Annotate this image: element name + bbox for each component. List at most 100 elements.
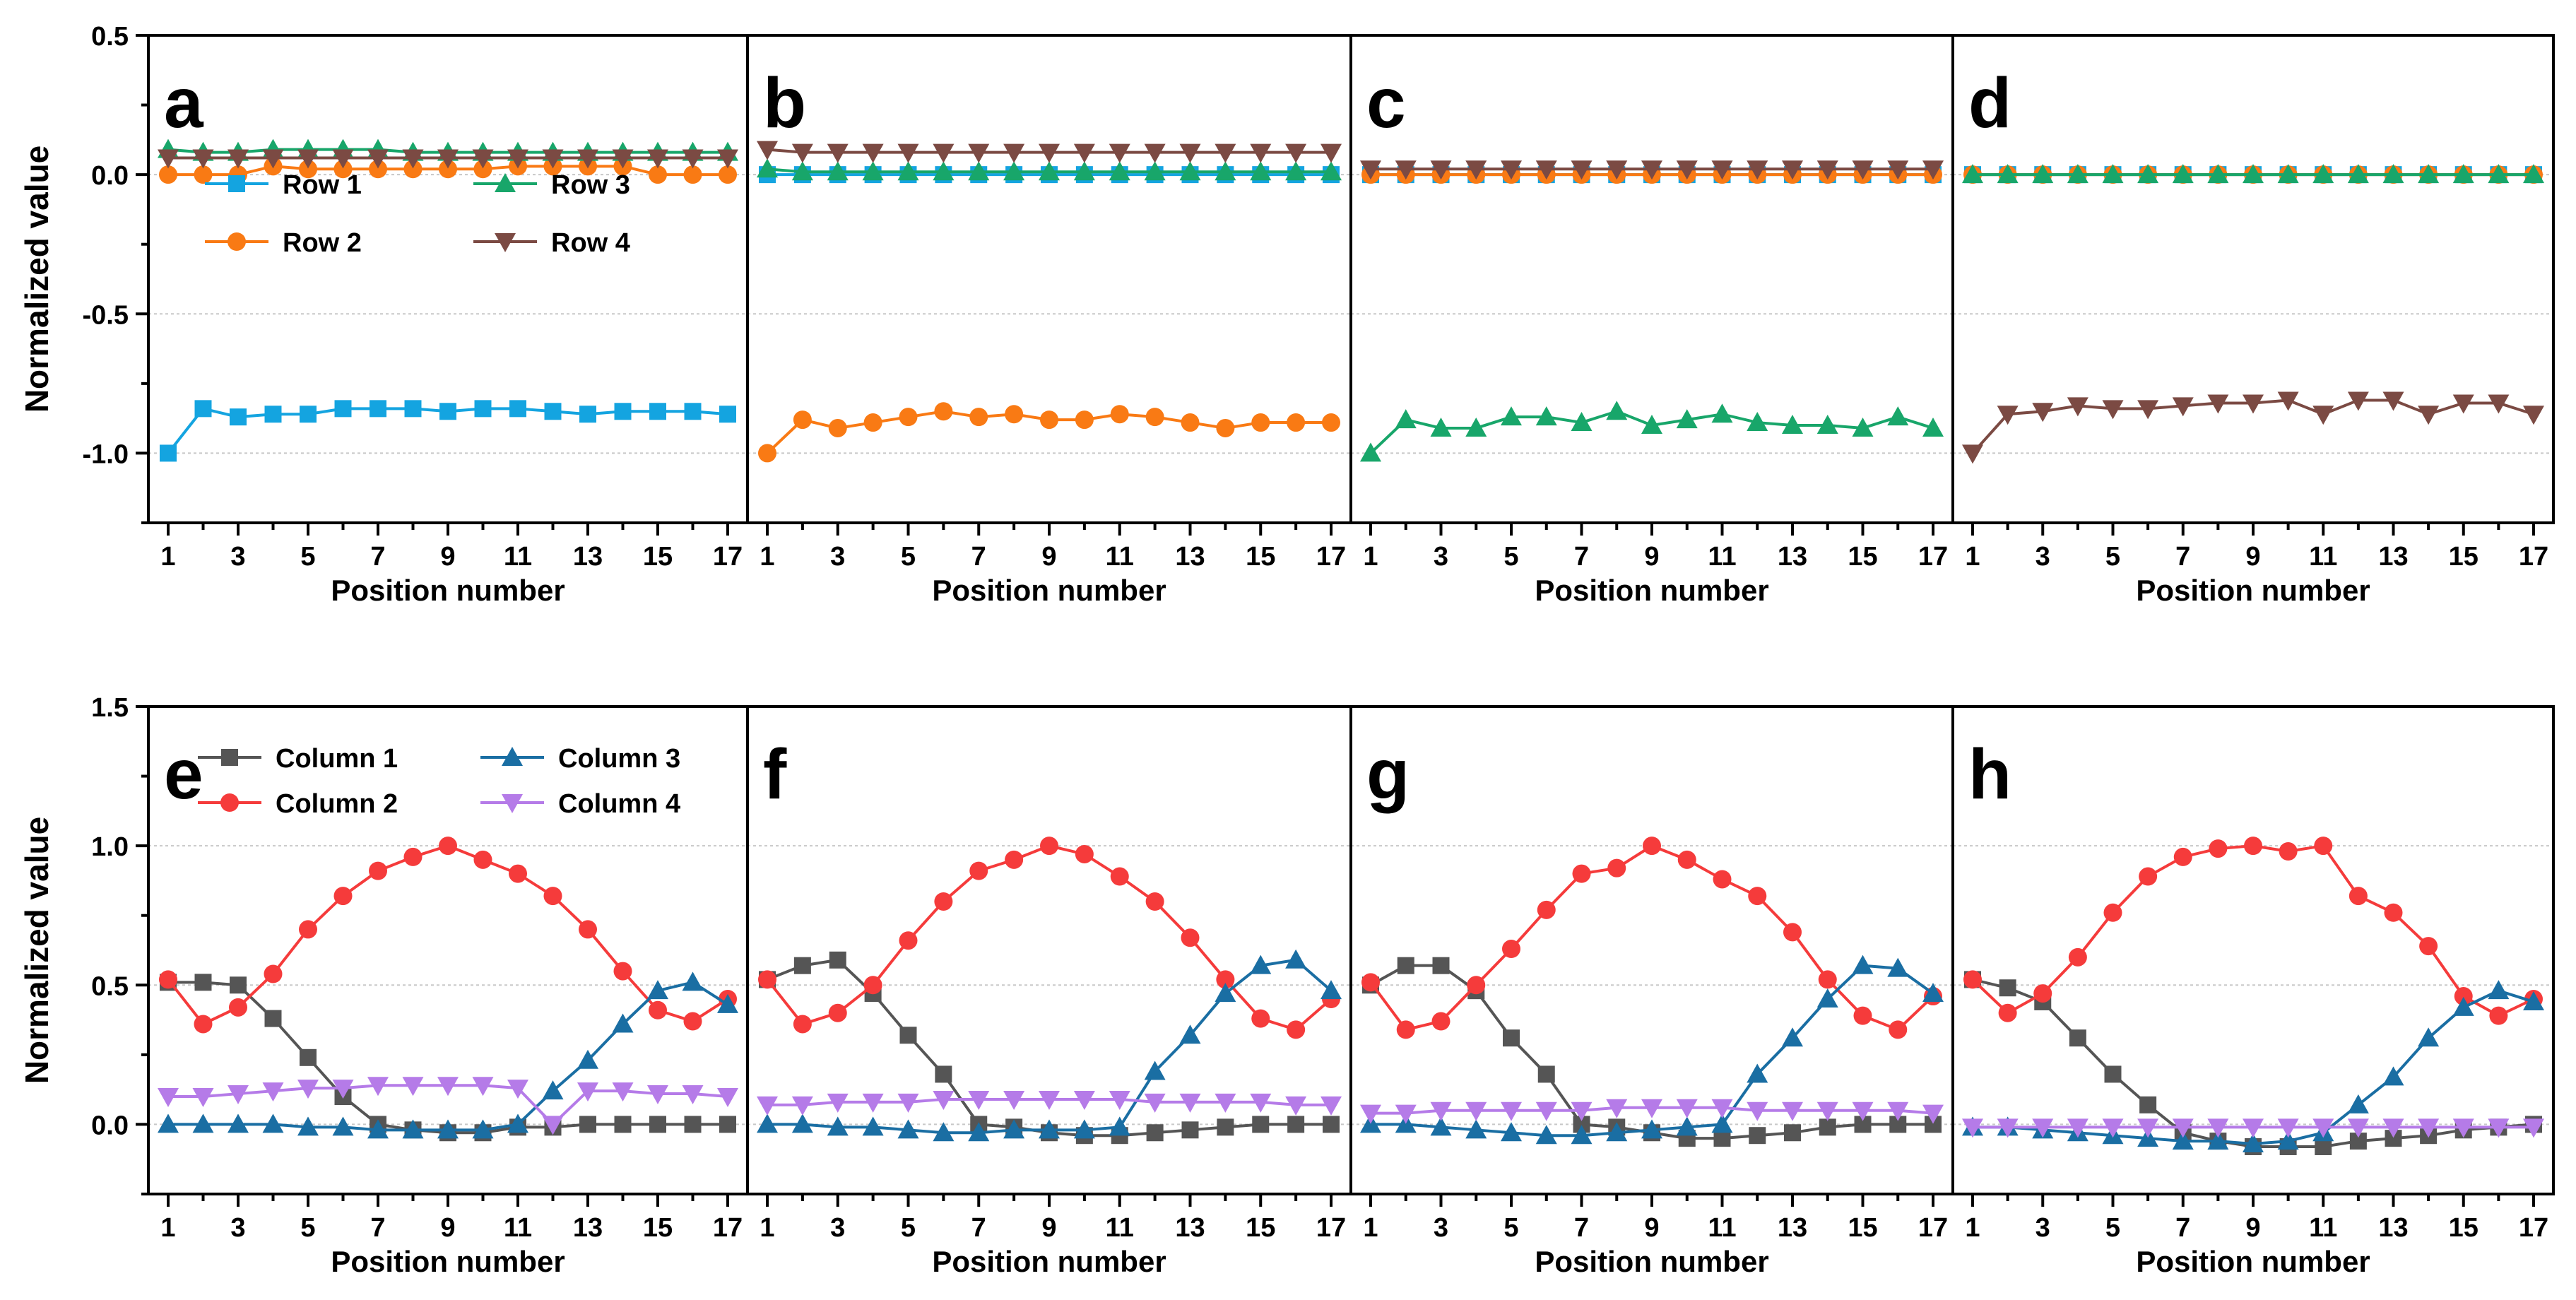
series-row-4 [757, 141, 1342, 163]
x-axis-label: Position number [1535, 574, 1768, 607]
legend-marker [495, 233, 516, 252]
data-point [192, 149, 214, 169]
data-point [2244, 837, 2262, 856]
data-point [1676, 1099, 1698, 1118]
x-tick-label: 11 [1106, 1213, 1134, 1243]
data-point [402, 149, 424, 169]
data-point [2348, 887, 2368, 906]
data-point [2207, 1130, 2229, 1150]
data-point [1922, 160, 1944, 180]
series-row-2 [159, 157, 737, 184]
x-tick-label: 9 [440, 542, 455, 572]
series-column-2 [1361, 837, 1942, 1039]
y-tick-label: 0.5 [91, 971, 129, 1001]
data-point [1073, 1119, 1095, 1139]
data-point [229, 998, 247, 1017]
data-point [2243, 394, 2264, 414]
series-column-2 [1963, 837, 2543, 1025]
data-point [1285, 949, 1307, 969]
data-point [542, 1116, 564, 1135]
data-point [1818, 970, 1837, 989]
legend: Row 1 Row 3 Row 2 Row 4 [205, 170, 630, 258]
data-point [1962, 164, 1983, 184]
data-point [1889, 1020, 1908, 1039]
y-tick-label: 1.0 [91, 832, 129, 862]
data-point [2452, 996, 2474, 1016]
data-point [647, 1085, 668, 1105]
data-point [1572, 864, 1591, 883]
data-point [2347, 1094, 2369, 1113]
x-axis-label: Position number [932, 1245, 1166, 1278]
data-point [2489, 1006, 2508, 1025]
data-point [1430, 417, 1452, 437]
data-point [1109, 161, 1130, 181]
data-point [2382, 391, 2404, 411]
x-tick-label: 11 [1106, 542, 1134, 572]
legend-label: Row 2 [283, 228, 362, 258]
x-tick-label: 17 [1918, 1213, 1948, 1243]
series-line [766, 844, 1333, 1032]
data-point [2523, 164, 2544, 184]
panel-letter: f [763, 735, 787, 814]
x-tick-label: 5 [901, 542, 916, 572]
data-point [367, 1119, 389, 1139]
data-point [1430, 1101, 1452, 1121]
panel-letter: c [1366, 64, 1406, 143]
series-column-4 [158, 1077, 738, 1135]
data-point [1852, 955, 1874, 974]
data-point [1395, 409, 1417, 429]
data-point [1819, 1118, 1836, 1136]
data-point [1887, 957, 1909, 977]
data-point [334, 400, 352, 418]
data-point [2139, 867, 2158, 886]
x-tick-label: 7 [370, 1213, 385, 1243]
data-point [1321, 980, 1342, 1000]
data-point [1146, 1124, 1164, 1142]
data-point [969, 408, 988, 427]
data-point [577, 1049, 598, 1069]
data-point [2069, 1029, 2086, 1047]
data-point [439, 837, 457, 856]
data-point [194, 400, 212, 418]
data-point [863, 413, 882, 432]
data-point [1748, 887, 1767, 906]
data-point [1852, 160, 1874, 180]
y-tick-label: 0.0 [91, 1111, 129, 1140]
x-tick-label: 15 [1246, 542, 1275, 572]
data-point [1465, 1101, 1487, 1121]
data-point [230, 976, 247, 994]
series-column-4 [1360, 1099, 1944, 1124]
x-tick-label: 13 [1778, 1213, 1807, 1243]
data-point [933, 1122, 955, 1142]
x-tick-label: 1 [760, 542, 774, 572]
data-point [827, 1093, 849, 1113]
panel-letter: h [1968, 735, 2011, 814]
data-point [2312, 164, 2334, 184]
data-point [1179, 1024, 1201, 1044]
x-axis-label: Position number [932, 574, 1166, 607]
data-point [473, 160, 492, 179]
data-point [2277, 164, 2299, 184]
data-point [934, 892, 953, 911]
data-point [1215, 1093, 1236, 1113]
data-point [543, 887, 562, 906]
data-point [682, 149, 704, 169]
data-point [2488, 164, 2510, 184]
legend-item: Column 4 [480, 789, 680, 819]
data-point [1816, 988, 1838, 1008]
data-point [1395, 160, 1417, 180]
x-tick-label: 9 [2245, 542, 2260, 572]
series-column-4 [757, 1090, 1342, 1116]
data-point [1395, 1104, 1417, 1124]
data-point [1922, 1104, 1944, 1124]
x-tick-label: 17 [1918, 542, 1948, 572]
data-point [682, 1085, 704, 1105]
data-point [1217, 1118, 1234, 1136]
x-tick-label: 17 [1316, 1213, 1346, 1243]
legend-label: Column 1 [276, 744, 398, 774]
data-point [717, 993, 738, 1013]
data-point [262, 1082, 284, 1102]
